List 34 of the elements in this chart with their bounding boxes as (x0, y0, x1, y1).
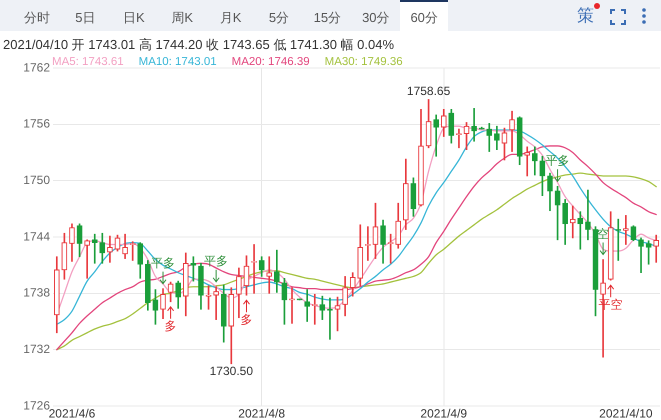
x-tick-label: 2021/4/10 (599, 406, 653, 420)
y-tick-label: 1756 (23, 116, 50, 131)
y-tick-label: 1762 (23, 60, 50, 74)
text: MA30: 1749.36 (324, 56, 403, 68)
tab-label: 日K (122, 10, 145, 25)
y-tick-label: 1744 (23, 229, 50, 244)
tab-label: 5分 (268, 10, 290, 25)
text: MA5: 1743.61 (52, 56, 124, 68)
tab-label: 60分 (410, 10, 438, 25)
text: MA20: 1746.39 (232, 56, 310, 68)
x-tick-label: 2021/4/6 (48, 406, 96, 420)
tab-label: 30分 (362, 10, 390, 25)
candlestick (289, 287, 295, 324)
tab-label: 周K (171, 10, 194, 25)
annotation: 多 (240, 312, 252, 327)
button-label: 策 (577, 6, 594, 25)
tab-label: 5日 (75, 10, 96, 25)
candlestick (334, 296, 340, 332)
tab-label: 月K (220, 10, 242, 25)
chart-subtitle: 2021/04/10 开 1743.01 高 1744.20 收 1743.65 低 1741.30 幅 0.04% (3, 37, 394, 52)
y-tick-label: 1732 (23, 342, 50, 356)
x-tick-label: 2021/4/8 (238, 406, 286, 420)
candlestick (638, 238, 644, 274)
annotation: 1758.65 (406, 84, 451, 98)
y-tick-label: 1750 (23, 172, 50, 187)
annotation: 多 (164, 319, 177, 334)
text: MA10: 1743.01 (138, 56, 217, 68)
annotation: 平多 (204, 254, 228, 268)
annotation: 1730.50 (210, 364, 254, 378)
tab-label: 分时 (24, 10, 50, 25)
tab-label: 15分 (314, 10, 342, 25)
x-tick-label: 2021/4/9 (420, 406, 468, 420)
y-tick-label: 1726 (23, 398, 50, 412)
y-tick-label: 1738 (23, 286, 50, 300)
